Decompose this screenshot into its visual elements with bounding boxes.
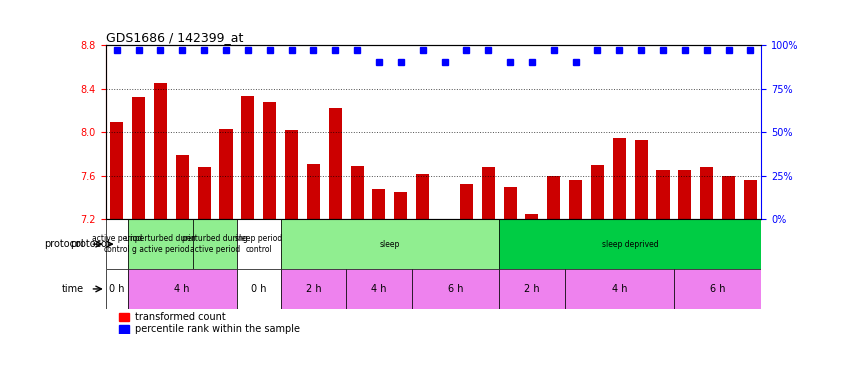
FancyBboxPatch shape <box>128 219 193 269</box>
Bar <box>722 176 735 219</box>
Bar <box>328 108 342 219</box>
Bar <box>285 130 298 219</box>
Text: 6 h: 6 h <box>448 284 463 294</box>
FancyBboxPatch shape <box>346 269 412 309</box>
Text: 2 h: 2 h <box>305 284 321 294</box>
Text: sleep: sleep <box>380 240 400 249</box>
Text: sleep period
control: sleep period control <box>235 234 283 254</box>
Text: 2 h: 2 h <box>525 284 540 294</box>
Bar <box>525 214 538 219</box>
FancyBboxPatch shape <box>674 269 761 309</box>
Bar <box>350 166 364 219</box>
Bar <box>416 174 429 219</box>
Bar <box>591 165 604 219</box>
Bar <box>744 180 757 219</box>
Text: protocol: protocol <box>70 239 110 249</box>
Text: sleep deprived: sleep deprived <box>602 240 658 249</box>
FancyBboxPatch shape <box>106 219 128 269</box>
Text: GDS1686 / 142399_at: GDS1686 / 142399_at <box>106 31 243 44</box>
Text: 0 h: 0 h <box>251 284 266 294</box>
Bar <box>118 313 129 321</box>
Bar <box>481 167 495 219</box>
Bar <box>176 155 189 219</box>
FancyBboxPatch shape <box>281 269 346 309</box>
Bar <box>110 122 124 219</box>
Text: transformed count: transformed count <box>135 312 226 322</box>
Bar <box>372 189 386 219</box>
Bar <box>678 170 691 219</box>
Bar <box>118 325 129 334</box>
Bar <box>263 102 276 219</box>
Bar <box>700 167 713 219</box>
Text: active period
control: active period control <box>91 234 142 254</box>
FancyBboxPatch shape <box>193 219 237 269</box>
FancyBboxPatch shape <box>499 219 761 269</box>
Text: 4 h: 4 h <box>612 284 627 294</box>
FancyBboxPatch shape <box>237 219 281 269</box>
Bar <box>634 140 648 219</box>
Bar <box>241 96 255 219</box>
Bar <box>307 164 320 219</box>
Text: unperturbed durin
g active period: unperturbed durin g active period <box>125 234 195 254</box>
FancyBboxPatch shape <box>128 269 237 309</box>
Text: protocol: protocol <box>44 239 84 249</box>
Bar <box>547 176 560 219</box>
Text: 4 h: 4 h <box>371 284 387 294</box>
Bar <box>656 170 670 219</box>
FancyBboxPatch shape <box>281 219 499 269</box>
Bar <box>613 138 626 219</box>
FancyBboxPatch shape <box>237 269 281 309</box>
Bar <box>197 167 211 219</box>
Bar <box>569 180 582 219</box>
FancyBboxPatch shape <box>565 269 674 309</box>
Bar <box>219 129 233 219</box>
FancyBboxPatch shape <box>412 269 499 309</box>
Text: time: time <box>62 284 84 294</box>
FancyBboxPatch shape <box>499 269 565 309</box>
Bar <box>503 187 517 219</box>
FancyBboxPatch shape <box>106 269 128 309</box>
Bar <box>154 83 167 219</box>
Text: 4 h: 4 h <box>174 284 190 294</box>
Bar <box>438 219 451 221</box>
Bar <box>394 192 407 219</box>
Bar <box>132 97 145 219</box>
Text: 6 h: 6 h <box>710 284 725 294</box>
Text: perturbed during
active period: perturbed during active period <box>182 234 248 254</box>
Bar <box>460 184 473 219</box>
Text: percentile rank within the sample: percentile rank within the sample <box>135 324 300 334</box>
Text: 0 h: 0 h <box>109 284 124 294</box>
